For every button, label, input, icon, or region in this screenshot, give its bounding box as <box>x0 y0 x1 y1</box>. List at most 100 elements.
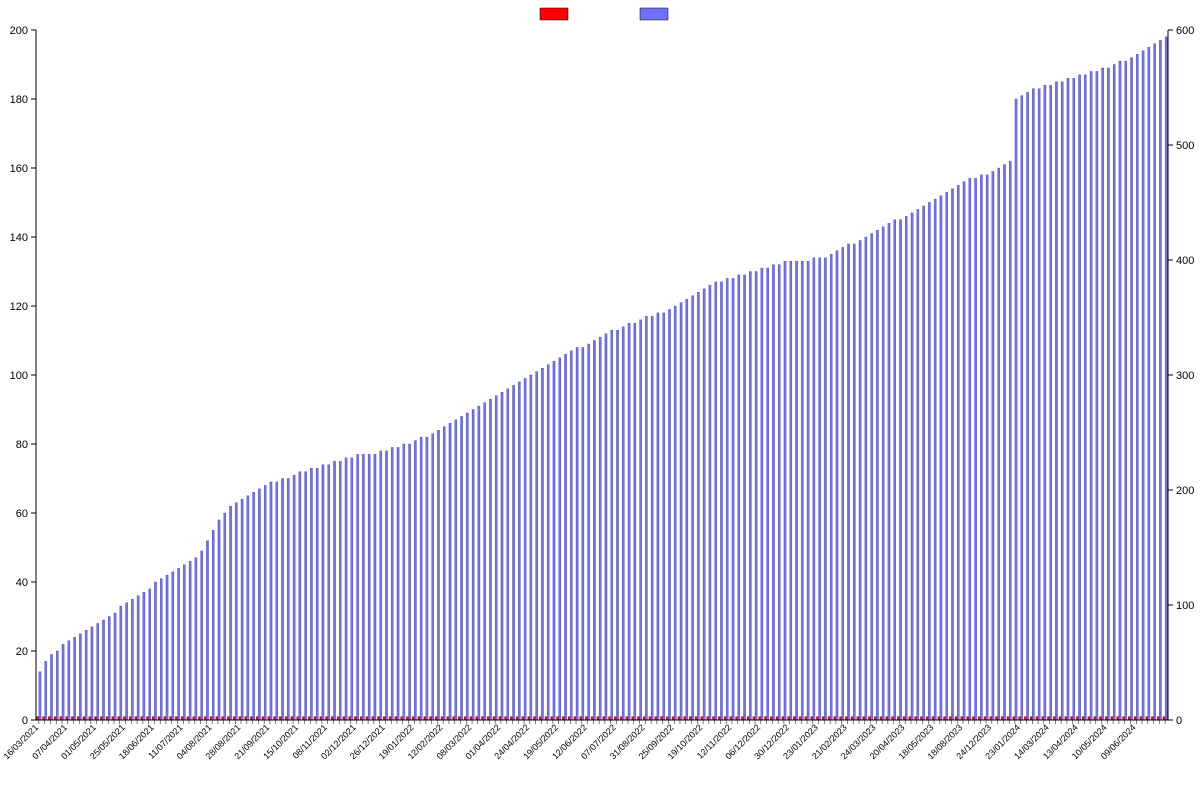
bar-red <box>256 717 258 720</box>
bar-blue <box>247 496 249 720</box>
ytick-label-right: 500 <box>1176 140 1194 152</box>
bar-red <box>926 717 928 720</box>
ytick-label-right: 100 <box>1176 600 1194 612</box>
bar-red <box>562 717 564 720</box>
bar-red <box>880 717 882 720</box>
bar-blue <box>588 344 590 720</box>
bar-red <box>424 717 426 720</box>
legend-swatch-blue <box>640 8 668 20</box>
bar-blue <box>466 413 468 720</box>
ytick-label-left: 100 <box>10 370 28 382</box>
bar-blue <box>160 579 162 720</box>
chart-container: 0204060801001201401601802000100200300400… <box>0 0 1200 800</box>
bar-red <box>412 717 414 720</box>
bar-blue <box>692 296 694 720</box>
bar-red <box>239 717 241 720</box>
bar-blue <box>120 606 122 720</box>
legend-swatch-red <box>540 8 568 20</box>
bar-red <box>152 717 154 720</box>
bar-red <box>297 717 299 720</box>
bar-blue <box>362 454 364 720</box>
bar-blue <box>530 375 532 720</box>
bar-blue <box>437 430 439 720</box>
bar-blue <box>1154 44 1156 720</box>
bar-blue <box>686 299 688 720</box>
bar-red <box>591 717 593 720</box>
bar-blue <box>91 627 93 720</box>
bar-red <box>759 717 761 720</box>
ytick-label-left: 20 <box>16 646 28 658</box>
bar-red <box>1059 717 1061 720</box>
bar-red <box>863 717 865 720</box>
bar-blue <box>201 551 203 720</box>
bar-blue <box>720 282 722 720</box>
bar-red <box>383 717 385 720</box>
bar-blue <box>455 420 457 720</box>
bar-red <box>568 717 570 720</box>
bar-red <box>1134 717 1136 720</box>
bar-red <box>146 717 148 720</box>
ytick-label-left: 60 <box>16 508 28 520</box>
bar-red <box>840 717 842 720</box>
bar-red <box>227 717 229 720</box>
bar-blue <box>911 213 913 720</box>
bar-blue <box>189 561 191 720</box>
bar-blue <box>616 330 618 720</box>
bar-red <box>834 717 836 720</box>
bar-red <box>747 717 749 720</box>
bar-red <box>614 717 616 720</box>
bar-blue <box>1067 78 1069 720</box>
bar-blue <box>986 175 988 720</box>
bar-red <box>1151 717 1153 720</box>
bar-blue <box>882 227 884 720</box>
bar-blue <box>853 244 855 720</box>
bar-red <box>164 717 166 720</box>
bar-blue <box>795 261 797 720</box>
bar-red <box>1053 717 1055 720</box>
ytick-label-right: 400 <box>1176 255 1194 267</box>
bar-red <box>123 717 125 720</box>
bar-red <box>961 717 963 720</box>
bar-blue <box>1021 96 1023 720</box>
ytick-label-left: 200 <box>10 25 28 37</box>
bar-blue <box>166 575 168 720</box>
bar-blue <box>1113 65 1115 721</box>
bar-red <box>1146 717 1148 720</box>
bar-blue <box>871 234 873 720</box>
bar-blue <box>1107 68 1109 720</box>
ytick-label-left: 80 <box>16 439 28 451</box>
bar-red <box>198 717 200 720</box>
bar-blue <box>576 347 578 720</box>
bar-red <box>522 717 524 720</box>
bar-red <box>909 717 911 720</box>
bar-blue <box>1165 37 1167 720</box>
bar-blue <box>484 403 486 720</box>
bar-blue <box>778 265 780 720</box>
bar-red <box>487 717 489 720</box>
bar-red <box>1013 717 1015 720</box>
bar-red <box>730 717 732 720</box>
bar-blue <box>946 192 948 720</box>
bar-blue <box>1148 47 1150 720</box>
bar-red <box>106 717 108 720</box>
bar-red <box>886 717 888 720</box>
bar-blue <box>894 220 896 720</box>
bar-red <box>528 717 530 720</box>
bar-red <box>949 717 951 720</box>
bar-red <box>666 717 668 720</box>
bar-blue <box>420 437 422 720</box>
bar-blue <box>374 454 376 720</box>
bar-blue <box>39 672 41 720</box>
bar-blue <box>582 347 584 720</box>
bar-blue <box>761 268 763 720</box>
bar-blue <box>755 272 757 721</box>
bar-blue <box>836 251 838 720</box>
bar-blue <box>518 382 520 720</box>
bar-red <box>516 717 518 720</box>
bar-red <box>193 717 195 720</box>
bar-red <box>782 717 784 720</box>
bar-blue <box>449 423 451 720</box>
bar-blue <box>940 196 942 720</box>
bar-blue <box>790 261 792 720</box>
bar-red <box>1042 717 1044 720</box>
